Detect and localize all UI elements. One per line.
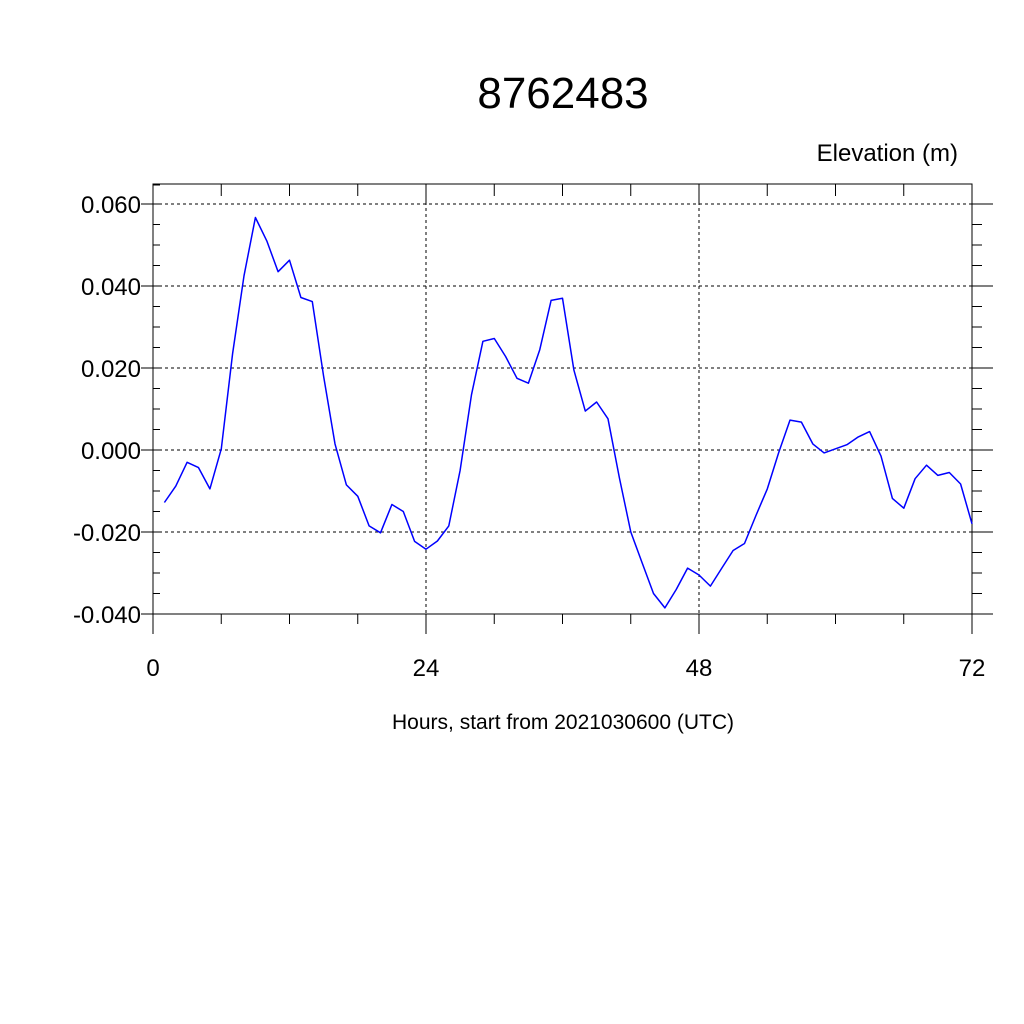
series-layer [163,216,973,609]
y-tick-label: 0.020 [81,356,141,383]
x-tick-label: 48 [686,655,713,682]
y-tick-label: 0.060 [81,192,141,219]
y-tick-label: -0.040 [73,602,141,629]
tick-layer [141,184,993,634]
x-tick-label: 0 [146,655,159,682]
y-tick-label: 0.000 [81,438,141,465]
y-tick-label: 0.040 [81,274,141,301]
unit-label: Elevation (m) [817,140,958,167]
y-tick-label: -0.020 [73,520,141,547]
plot-frame [152,183,973,615]
series-line [163,216,973,609]
x-tick-label: 72 [959,655,986,682]
chart-title: 8762483 [477,69,648,118]
x-tick-label: 24 [413,655,440,682]
x-axis-label: Hours, start from 2021030600 (UTC) [392,711,734,734]
tick-label-layer: -0.040 -0.020 0.000 0.020 0.040 0.060 0 24 48 72 [73,192,985,682]
